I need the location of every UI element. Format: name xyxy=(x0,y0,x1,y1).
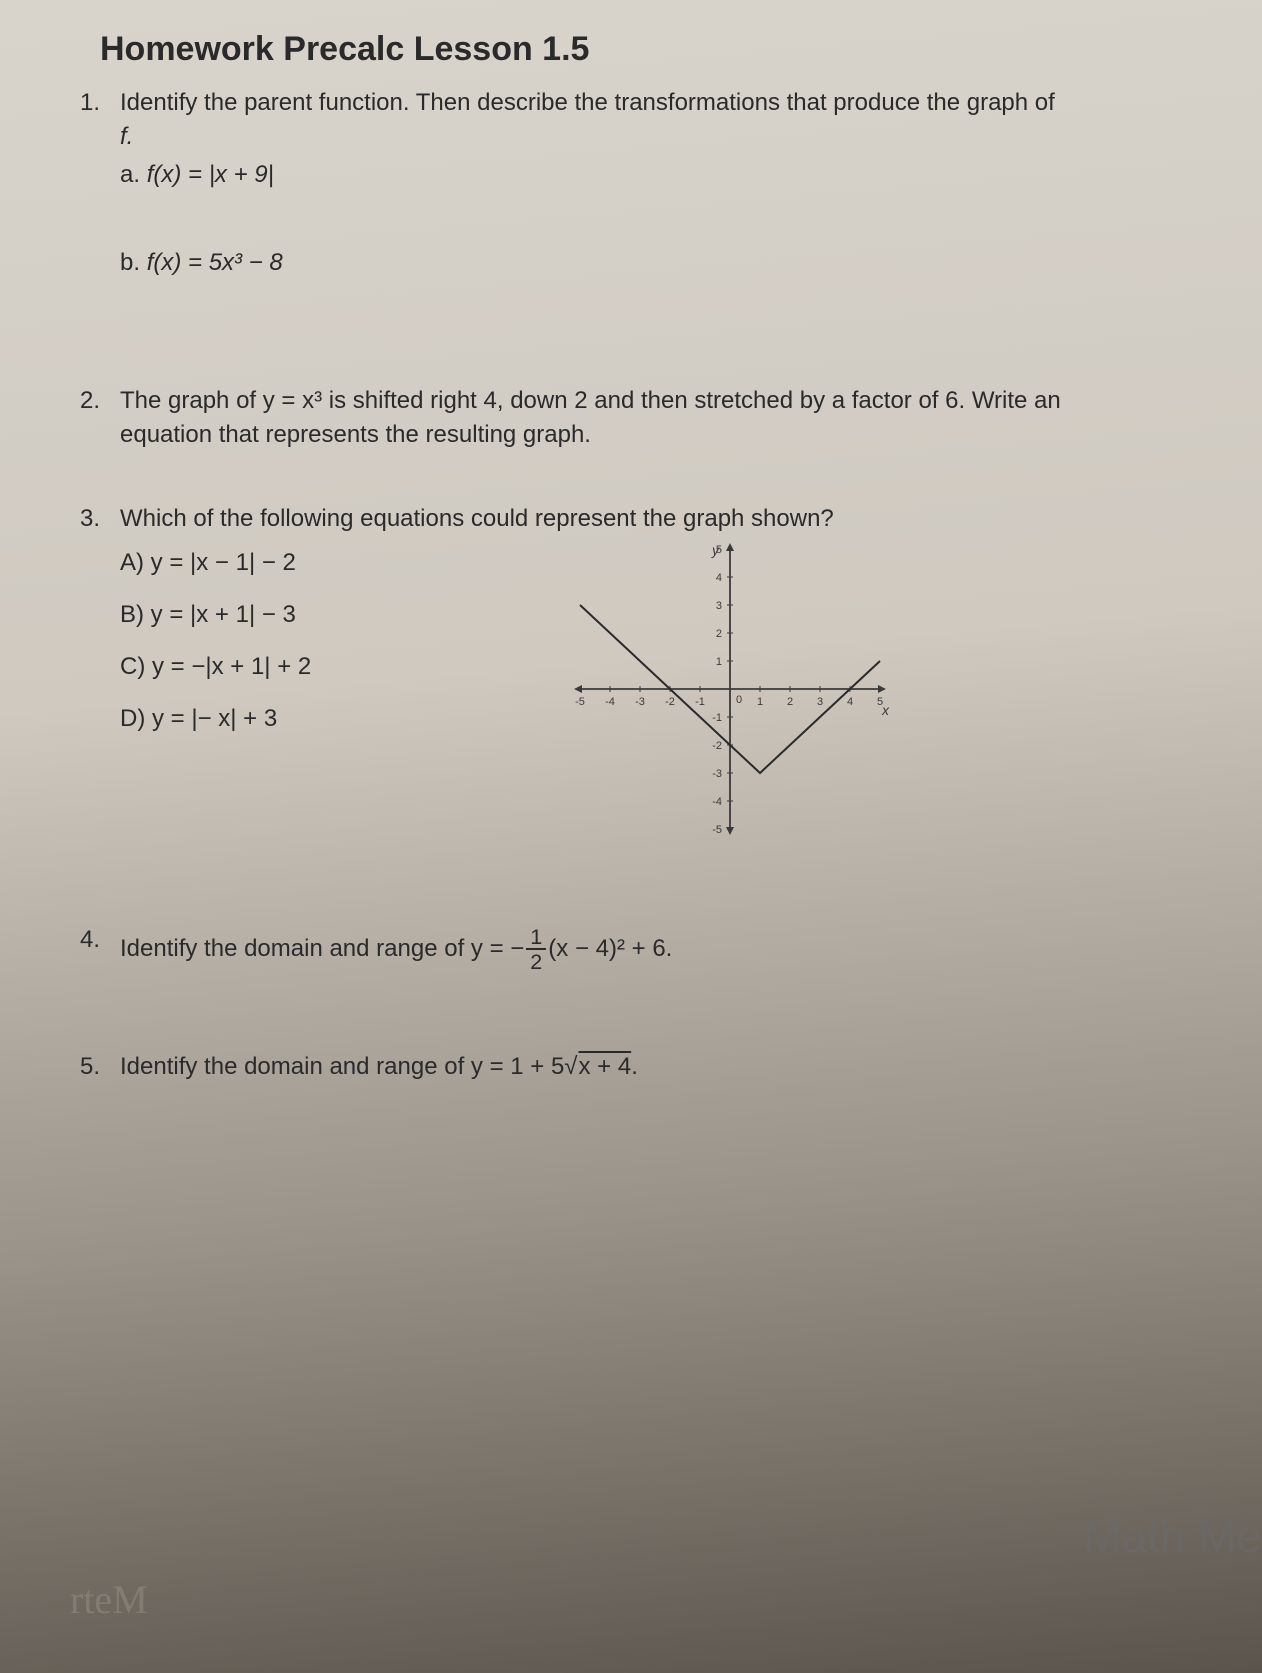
q3-option-c: C) y = −|x + 1| + 2 xyxy=(120,653,540,681)
svg-text:-1: -1 xyxy=(695,696,705,708)
problem-body: Identify the domain and range of y = 1 +… xyxy=(120,1053,1202,1081)
q3-option-b: B) y = |x + 1| − 3 xyxy=(120,601,540,629)
q3-option-d: D) y = |− x| + 3 xyxy=(120,705,540,733)
q1b-label: b. xyxy=(120,249,147,276)
q5-post: . xyxy=(631,1053,638,1080)
q3-option-a: A) y = |x − 1| − 2 xyxy=(120,549,540,577)
svg-text:-5: -5 xyxy=(712,824,722,836)
q1-text-b: f. xyxy=(120,123,133,150)
q5-pre: Identify the domain and range of y = 1 +… xyxy=(120,1053,577,1080)
q3-text: Which of the following equations could r… xyxy=(120,505,1202,533)
q2-text-b: equation that represents the resulting g… xyxy=(120,421,1202,449)
svg-text:1: 1 xyxy=(716,656,722,668)
q1-part-a: a. f(x) = |x + 9| xyxy=(120,161,1202,189)
svg-text:2: 2 xyxy=(716,628,722,640)
svg-text:-4: -4 xyxy=(605,696,615,708)
svg-text:-4: -4 xyxy=(712,796,722,808)
problem-number: 4. xyxy=(60,926,100,973)
q4-pre: Identify the domain and range of y = − xyxy=(120,935,524,962)
svg-text:-3: -3 xyxy=(712,768,722,780)
q3-options: A) y = |x − 1| − 2 B) y = |x + 1| − 3 C)… xyxy=(120,549,540,757)
q5-sqrt: x + 4 xyxy=(577,1053,631,1080)
svg-text:3: 3 xyxy=(817,696,823,708)
svg-text:1: 1 xyxy=(757,696,763,708)
svg-text:4: 4 xyxy=(847,696,853,708)
q1-part-b: b. f(x) = 5x³ − 8 xyxy=(120,249,1202,277)
page-title: Homework Precalc Lesson 1.5 xyxy=(100,30,1202,69)
svg-text:4: 4 xyxy=(716,572,722,584)
q1a-eq: f(x) = |x + 9| xyxy=(147,161,274,188)
svg-text:-2: -2 xyxy=(712,740,722,752)
problem-2: 2. The graph of y = x³ is shifted right … xyxy=(60,387,1202,455)
problem-body: Identify the parent function. Then descr… xyxy=(120,89,1202,337)
q2-text-a: The graph of y = x³ is shifted right 4, … xyxy=(120,387,1202,415)
q1a-label: a. xyxy=(120,161,147,188)
problem-body: The graph of y = x³ is shifted right 4, … xyxy=(120,387,1202,455)
q3-graph: -5-4-3-2-112345-5-4-3-2-1123450yx xyxy=(570,539,890,846)
q4-fraction: 12 xyxy=(526,926,546,973)
problem-1: 1. Identify the parent function. Then de… xyxy=(60,89,1202,337)
q4-post: (x − 4)² + 6. xyxy=(548,935,672,962)
svg-text:3: 3 xyxy=(716,600,722,612)
svg-text:-3: -3 xyxy=(635,696,645,708)
q4-frac-num: 1 xyxy=(526,926,546,950)
problem-number: 3. xyxy=(60,505,100,846)
problem-4: 4. Identify the domain and range of y = … xyxy=(60,926,1202,973)
problem-5: 5. Identify the domain and range of y = … xyxy=(60,1053,1202,1081)
problem-body: Which of the following equations could r… xyxy=(120,505,1202,846)
svg-text:0: 0 xyxy=(736,694,742,706)
watermark-text-2: rteM xyxy=(70,1576,148,1623)
q1-text-a: Identify the parent function. Then descr… xyxy=(120,89,1202,117)
svg-text:-2: -2 xyxy=(665,696,675,708)
problem-3: 3. Which of the following equations coul… xyxy=(60,505,1202,846)
problem-number: 5. xyxy=(60,1053,100,1081)
svg-text:y: y xyxy=(711,542,720,558)
problem-body: Identify the domain and range of y = −12… xyxy=(120,926,1202,973)
svg-text:-1: -1 xyxy=(712,712,722,724)
q1b-eq: f(x) = 5x³ − 8 xyxy=(147,249,283,276)
problem-number: 1. xyxy=(60,89,100,337)
q4-frac-den: 2 xyxy=(526,950,546,974)
svg-text:-5: -5 xyxy=(575,696,585,708)
graph-svg: -5-4-3-2-112345-5-4-3-2-1123450yx xyxy=(570,539,890,839)
svg-text:2: 2 xyxy=(787,696,793,708)
svg-text:x: x xyxy=(881,702,890,718)
watermark-text: Math Me xyxy=(1083,1509,1262,1563)
problem-number: 2. xyxy=(60,387,100,455)
